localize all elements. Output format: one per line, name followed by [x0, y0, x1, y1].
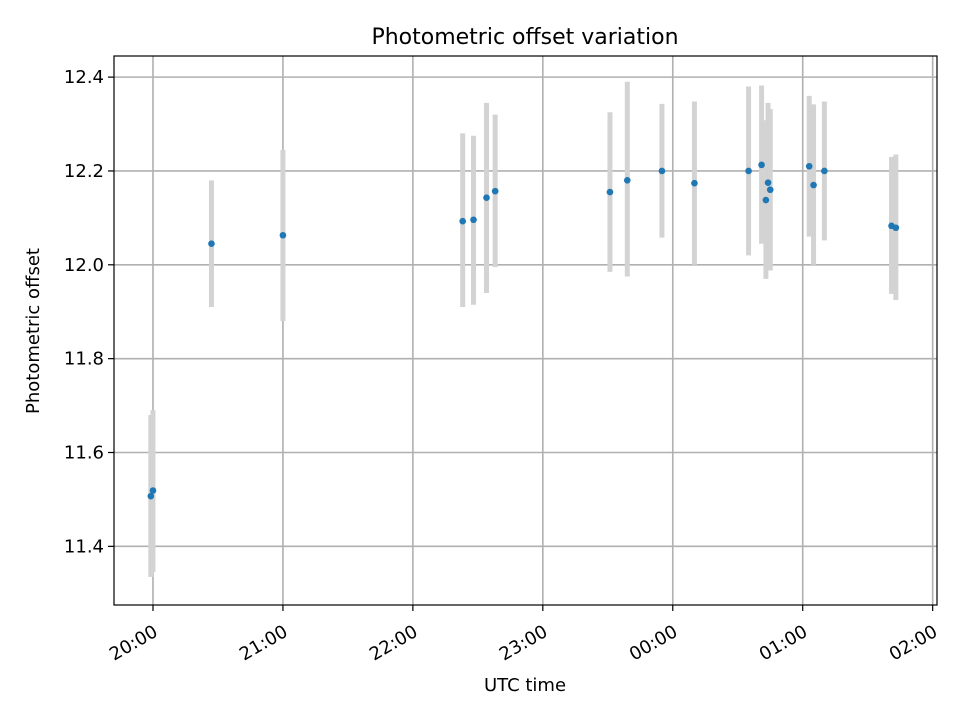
data-point — [821, 167, 828, 175]
error-bars — [148, 81, 899, 577]
data-point — [470, 216, 477, 224]
grid — [114, 56, 937, 605]
data-point — [279, 231, 287, 239]
data-point — [147, 492, 155, 500]
data-point — [691, 179, 698, 187]
x-tick-label: 21:00 — [236, 621, 291, 665]
y-tick-label: 12.2 — [64, 161, 104, 182]
x-tick-label: 01:00 — [756, 621, 811, 665]
data-points — [147, 161, 900, 500]
y-tick-label: 11.8 — [64, 349, 104, 370]
plot-frame — [113, 55, 938, 606]
y-tick-label: 12.0 — [64, 255, 104, 276]
data-point — [623, 177, 631, 184]
y-axis-label: Photometric offset — [23, 248, 44, 414]
x-tick-label: 00:00 — [626, 621, 681, 665]
x-tick-label: 23:00 — [496, 621, 551, 665]
data-point — [764, 179, 772, 186]
data-point — [766, 186, 774, 194]
data-point — [491, 187, 499, 195]
data-point — [745, 167, 752, 175]
data-point — [483, 194, 490, 202]
y-tick-label: 12.4 — [64, 67, 104, 88]
data-point — [805, 162, 813, 170]
x-axis-label: UTC time — [484, 675, 566, 696]
data-point — [606, 188, 614, 196]
data-point — [810, 181, 817, 189]
data-point — [758, 161, 765, 169]
x-tick-label: 22:00 — [366, 621, 421, 665]
data-point — [658, 167, 666, 175]
y-tick-label: 11.6 — [64, 443, 104, 464]
data-point — [892, 224, 900, 232]
data-point — [459, 217, 466, 225]
data-point — [208, 240, 215, 247]
chart-title: Photometric offset variation — [371, 25, 678, 50]
x-tick-label: 02:00 — [886, 621, 941, 665]
y-tick-label: 11.4 — [64, 536, 104, 557]
x-tick-label: 20:00 — [106, 621, 161, 665]
data-point — [762, 196, 770, 204]
data-point — [149, 487, 157, 494]
